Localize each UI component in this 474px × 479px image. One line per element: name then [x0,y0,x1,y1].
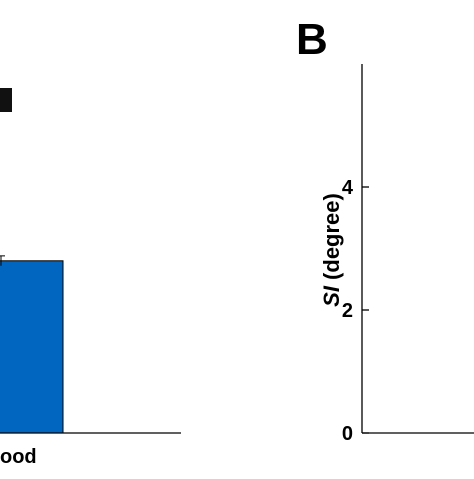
panel-b-y-axis-label-italic: SI [319,285,344,307]
panel-a-x-tick-labels: ood [0,446,37,468]
bar-0 [0,260,64,434]
panel-b-label: B [296,15,328,64]
error-bar-0 [0,255,5,266]
panel-b-y-axis-label-unit: (degree) [319,193,344,286]
x-tick-label-0: ood [0,446,37,468]
y-tick-label-1: 2 [342,300,353,322]
panel-a: ood [0,88,181,468]
y-tick-label-0: 0 [342,423,353,445]
panel-b-y-axis-label: SI (degree) [319,193,344,307]
panel-b-y-ticks: 0 2 4 [342,177,369,445]
panel-b: B 0 2 4 SI (degree) [296,15,474,445]
y-tick-label-2: 4 [342,177,354,199]
panel-a-bars [0,255,64,434]
panel-a-letter-fragment [0,88,12,112]
